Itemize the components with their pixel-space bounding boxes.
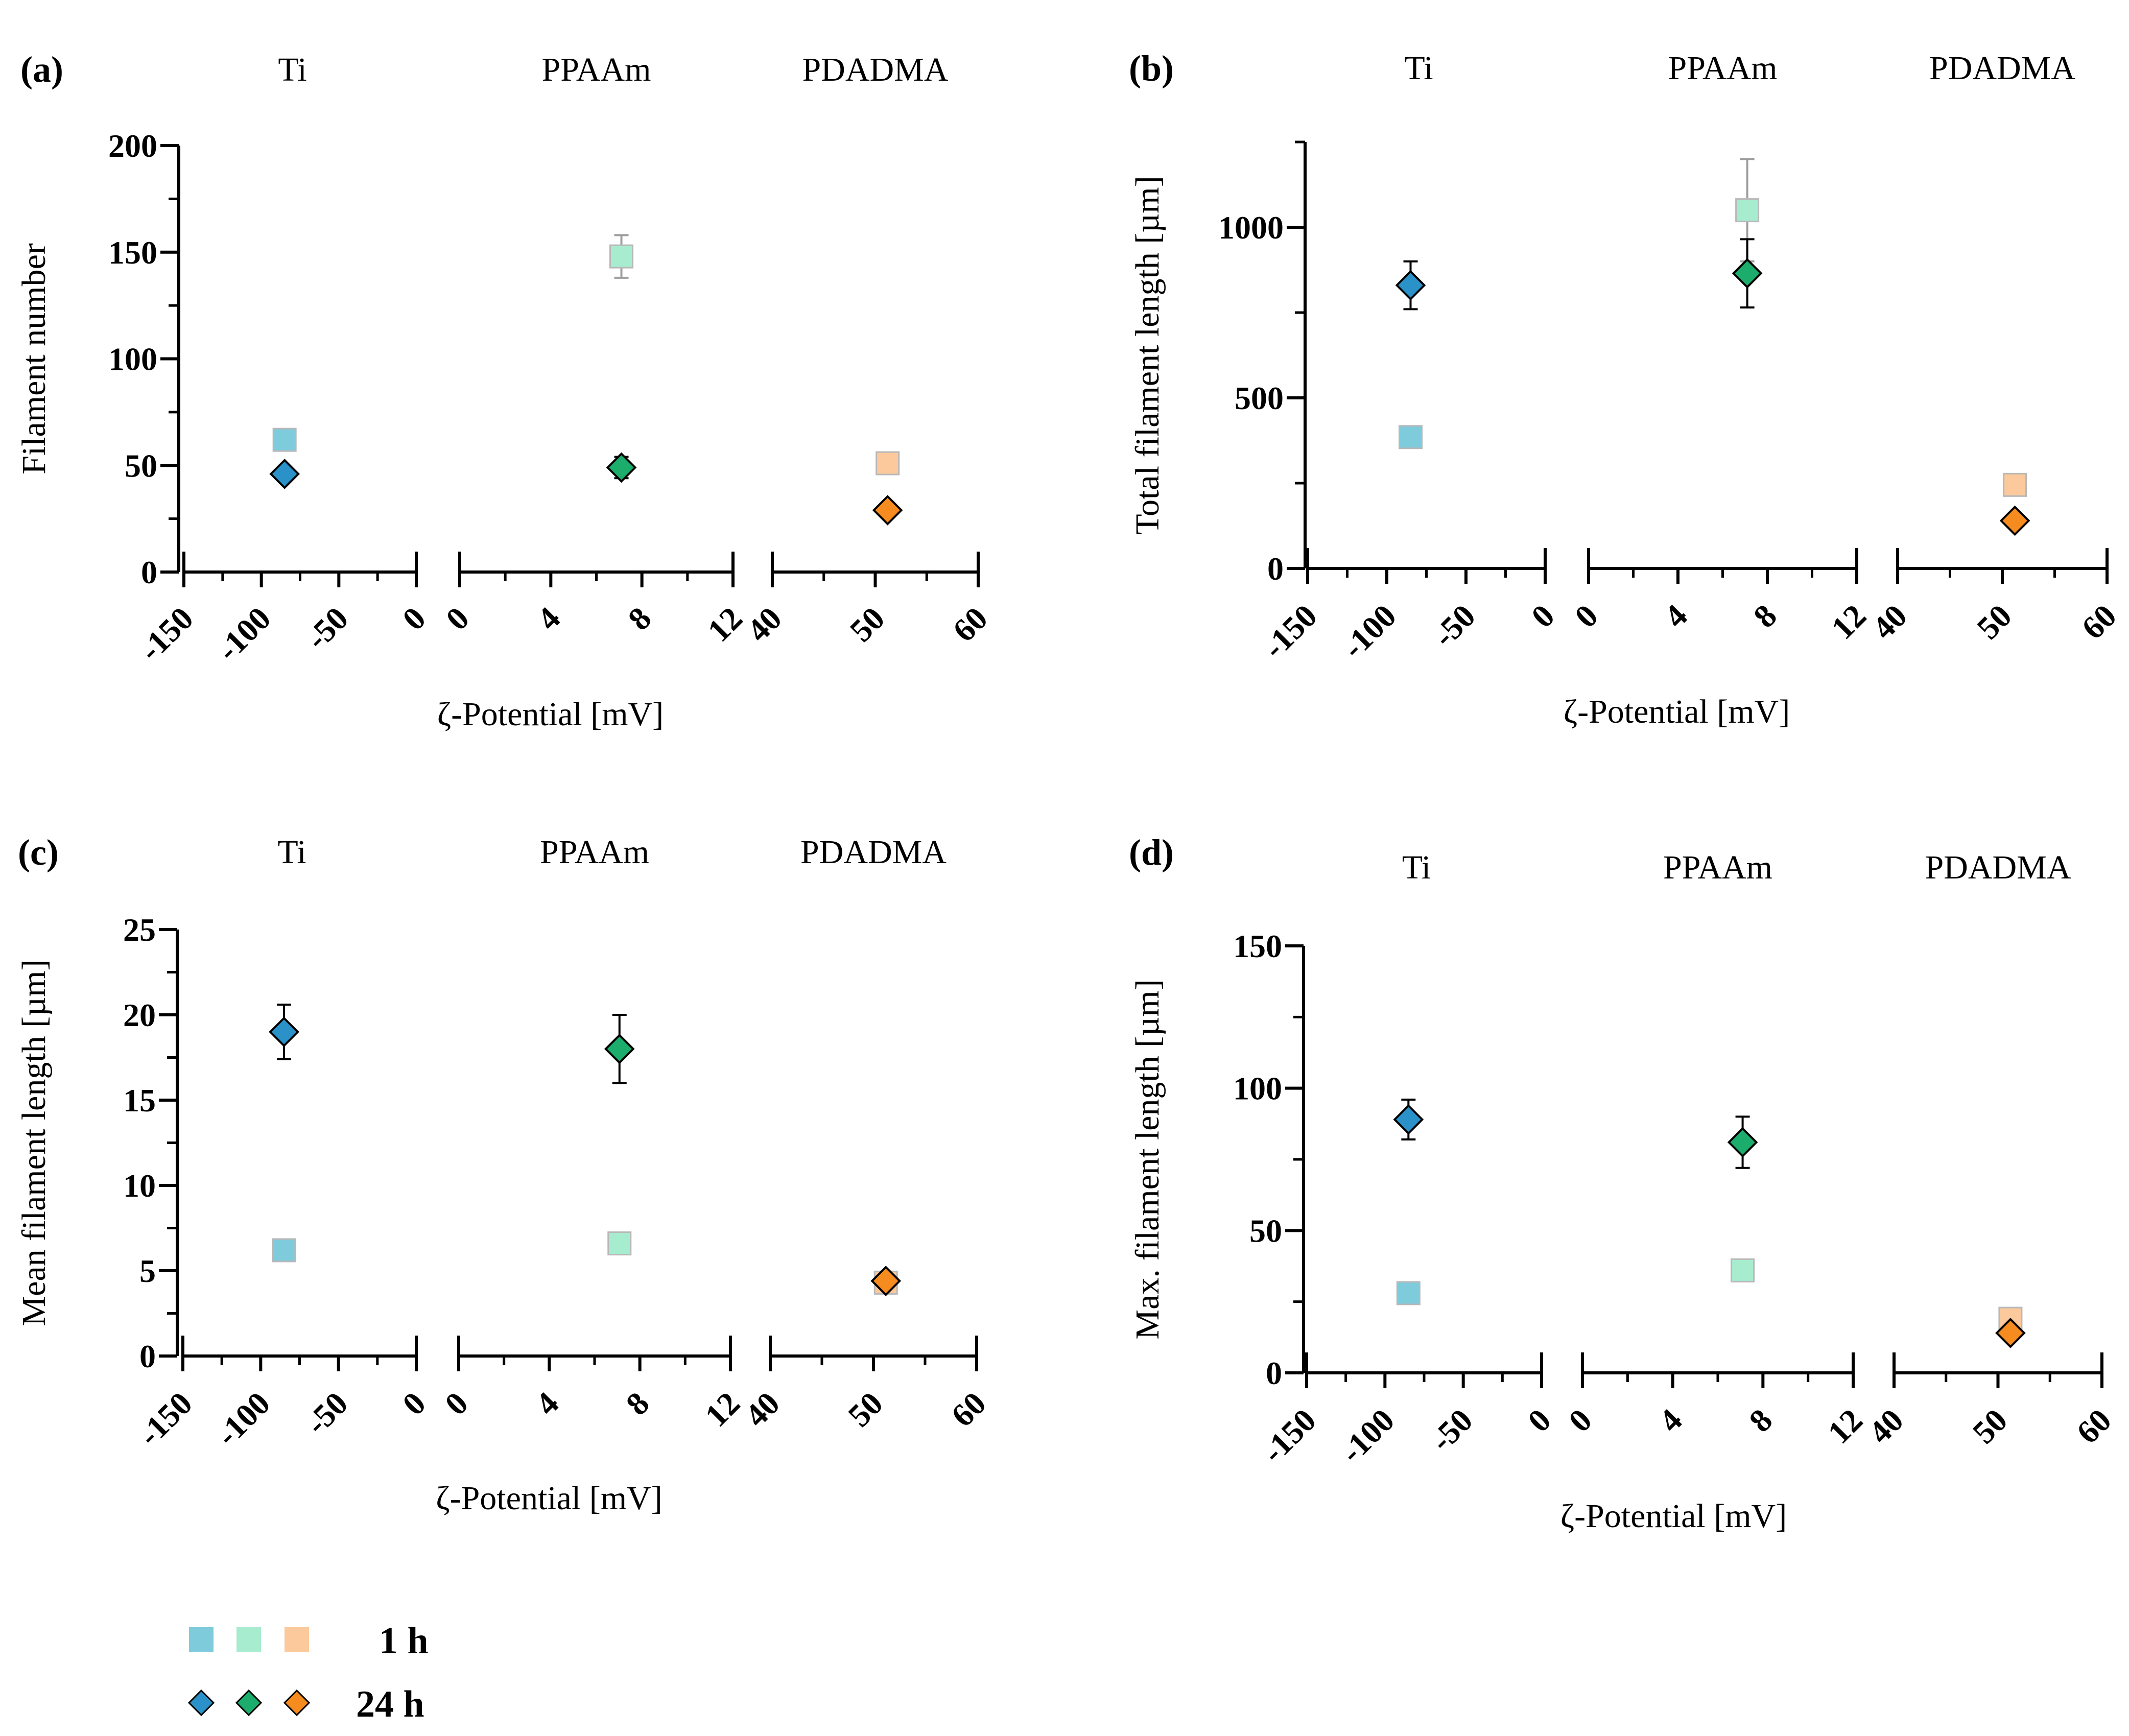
legend-diamond-ti-24h <box>187 1689 215 1717</box>
legend-swatch-ti-1h <box>189 1627 214 1652</box>
group-label-ppaam: PPAAm <box>541 51 651 88</box>
point-1h-ppaam <box>609 244 634 269</box>
point-1h-ti <box>272 427 297 452</box>
x-axis-title: ζ-Potential [mV] <box>437 696 664 733</box>
y-axis-title: Total filament length [µm] <box>1129 176 1166 534</box>
group-label-ppaam: PPAAm <box>1663 849 1772 886</box>
y-tick-label: 5 <box>139 1253 156 1289</box>
group-label-pdadma: PDADMA <box>1929 50 2075 87</box>
point-24h-pdadma <box>870 1266 902 1296</box>
x-axis-title: ζ-Potential [mV] <box>1564 693 1790 730</box>
group-label-pdadma: PDADMA <box>1925 849 2071 886</box>
legend-label-24h: 24 h <box>356 1683 424 1725</box>
point-24h-pdadma <box>1995 1318 2026 1348</box>
point-24h-pdadma <box>1999 505 2030 536</box>
legend-diamond-pdadma-24h <box>283 1689 311 1717</box>
y-tick-label: 150 <box>1233 928 1282 964</box>
legend-swatch-pdadma-1h <box>285 1627 309 1652</box>
group-label-ti: Ti <box>278 51 306 88</box>
group-label-pdadma: PDADMA <box>800 834 947 871</box>
y-tick-label: 150 <box>108 234 157 271</box>
x-axis-title: ζ-Potential [mV] <box>1560 1497 1787 1535</box>
y-tick-label: 1000 <box>1218 209 1284 246</box>
point-24h-pdadma <box>872 495 903 526</box>
point-1h-ppaam <box>1731 1258 1755 1282</box>
group-label-ti: Ti <box>277 834 306 871</box>
y-axis-title: Filament number <box>15 243 53 474</box>
y-tick-label: 25 <box>123 912 156 948</box>
y-tick-label: 15 <box>123 1082 156 1119</box>
point-24h-ppaam <box>1727 1127 1758 1158</box>
panel-label: (c) <box>18 832 59 873</box>
point-1h-ti <box>1396 1281 1421 1305</box>
point-1h-pdadma <box>876 451 900 475</box>
point-24h-ppaam <box>606 452 637 483</box>
y-tick-label: 0 <box>139 1338 156 1374</box>
point-1h-ppaam <box>607 1231 632 1256</box>
legend-label-1h: 1 h <box>379 1620 429 1662</box>
y-tick-label: 0 <box>141 554 157 590</box>
legend: 1 h 24 h <box>187 1620 429 1725</box>
y-tick-label: 200 <box>108 128 157 164</box>
y-axis-title: Mean filament length [µm] <box>15 960 53 1326</box>
point-24h-ti <box>269 1016 299 1048</box>
point-24h-ti <box>1393 1104 1424 1135</box>
panel-label: (a) <box>20 49 63 90</box>
group-label-pdadma: PDADMA <box>802 51 948 88</box>
y-tick-label: 100 <box>108 341 157 377</box>
x-axis-title: ζ-Potential [mV] <box>436 1480 662 1517</box>
legend-swatch-ppaam-1h <box>236 1627 261 1652</box>
point-24h-ti <box>1395 270 1426 301</box>
point-24h-ppaam <box>604 1033 635 1064</box>
panel-label: (b) <box>1129 48 1174 89</box>
y-axis-title: Max. filament length [µm] <box>1129 979 1166 1339</box>
group-label-ti: Ti <box>1404 50 1433 87</box>
y-tick-label: 100 <box>1233 1071 1282 1107</box>
y-tick-label: 0 <box>1266 1355 1282 1391</box>
group-label-ti: Ti <box>1402 849 1431 886</box>
point-1h-ti <box>1399 425 1423 449</box>
y-tick-label: 50 <box>1249 1212 1282 1249</box>
point-24h-ppaam <box>1732 258 1763 289</box>
point-1h-pdadma <box>2003 472 2027 497</box>
point-24h-ti <box>269 459 300 489</box>
y-tick-label: 50 <box>125 447 157 484</box>
y-tick-label: 500 <box>1235 380 1284 416</box>
y-tick-label: 0 <box>1267 551 1284 587</box>
point-1h-ppaam <box>1735 198 1760 223</box>
group-label-ppaam: PPAAm <box>1668 50 1777 87</box>
point-1h-ti <box>272 1238 296 1263</box>
y-tick-label: 10 <box>123 1168 156 1204</box>
y-tick-label: 20 <box>123 997 156 1033</box>
legend-diamond-ppaam-24h <box>235 1689 263 1717</box>
group-label-ppaam: PPAAm <box>540 834 649 871</box>
panel-label: (d) <box>1129 832 1174 873</box>
